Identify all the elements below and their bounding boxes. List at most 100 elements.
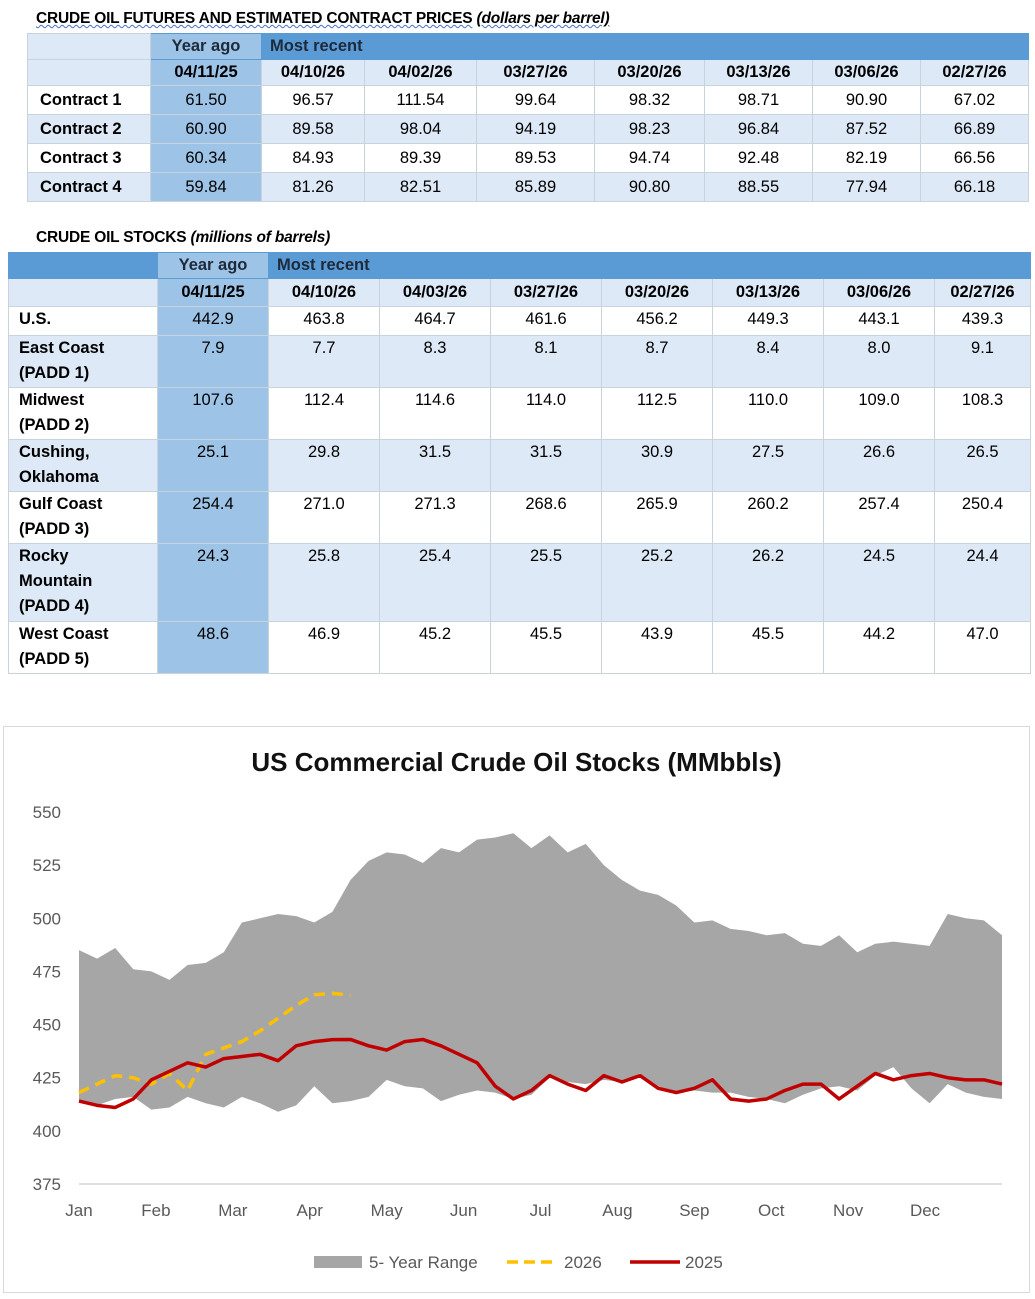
- table-cell: 66.89: [920, 114, 1029, 144]
- prices-date-header: 02/27/26: [920, 59, 1029, 86]
- table-row: Midwest (PADD 2) 107.6 112.4 114.6 114.0 112.5…: [8, 387, 1031, 440]
- table-cell: 442.9: [157, 306, 269, 336]
- prices-date-header: 04/02/26: [364, 59, 477, 86]
- table-row: Contract 1 61.50 96.57 111.54 99.64 98.32 98.7…: [27, 85, 1029, 115]
- row-label: Contract 3: [27, 143, 151, 173]
- row-label-line: East Coast: [19, 339, 105, 357]
- table-cell: 8.7: [601, 335, 713, 388]
- table-cell: 81.26: [261, 172, 365, 202]
- stocks-date-header: 04/11/25: [157, 278, 269, 307]
- table-cell: 112.5: [601, 387, 713, 440]
- table-cell: 464.7: [379, 306, 491, 336]
- y-tick-label: 450: [33, 1016, 61, 1035]
- table-cell: 8.4: [712, 335, 824, 388]
- table-cell: 87.52: [812, 114, 921, 144]
- table-cell: 88.55: [704, 172, 813, 202]
- x-tick-label: Jan: [65, 1201, 92, 1220]
- row-label: Contract 1: [27, 85, 151, 115]
- row-label-line: West Coast: [19, 625, 109, 643]
- x-tick-label: Nov: [833, 1201, 864, 1220]
- table-cell: 25.5: [490, 543, 602, 622]
- table-cell: 89.58: [261, 114, 365, 144]
- prices-date-header: 03/13/26: [704, 59, 813, 86]
- row-label: Contract 4: [27, 172, 151, 202]
- table-cell: 25.4: [379, 543, 491, 622]
- row-label: Midwest (PADD 2): [8, 387, 158, 440]
- table-cell: 27.5: [712, 439, 824, 492]
- prices-date-header: 04/10/26: [261, 59, 365, 86]
- table-cell: 8.3: [379, 335, 491, 388]
- table-cell: 26.5: [934, 439, 1031, 492]
- table-cell: 24.3: [157, 543, 269, 622]
- table-cell: 46.9: [268, 621, 380, 674]
- table-row: Cushing, Oklahoma 25.1 29.8 31.5 31.5 30.9 27.5…: [8, 439, 1031, 492]
- stocks-title-text: CRUDE OIL STOCKS: [36, 229, 187, 246]
- chart-canvas: 375 400 425 450 475 500 525 550 Jan Feb Mar Apr May J…: [33, 803, 1003, 1272]
- row-label: Gulf Coast (PADD 3): [8, 491, 158, 544]
- y-tick-label: 425: [33, 1069, 61, 1088]
- table-cell: 257.4: [823, 491, 935, 544]
- x-tick-label: Mar: [218, 1201, 248, 1220]
- table-cell: 31.5: [379, 439, 491, 492]
- legend-2025-label: 2025: [685, 1253, 723, 1272]
- table-cell: 25.1: [157, 439, 269, 492]
- prices-title: CRUDE OIL FUTURES AND ESTIMATED CONTRACT…: [36, 10, 610, 28]
- stocks-units: (millions of barrels): [190, 229, 331, 246]
- row-label: West Coast (PADD 5): [8, 621, 158, 674]
- prices-corner: [27, 33, 151, 60]
- stocks-table: Year ago Most recent 04/11/25 04/10/26 04/…: [8, 252, 1031, 674]
- table-cell: 96.84: [704, 114, 813, 144]
- table-cell: 24.5: [823, 543, 935, 622]
- row-label-line: (PADD 5): [19, 650, 90, 668]
- x-tick-label: Apr: [297, 1201, 324, 1220]
- table-cell: 114.0: [490, 387, 602, 440]
- x-tick-label: Aug: [602, 1201, 632, 1220]
- table-cell: 268.6: [490, 491, 602, 544]
- table-cell: 66.18: [920, 172, 1029, 202]
- table-row: Contract 3 60.34 84.93 89.39 89.53 94.74 92.48…: [27, 143, 1029, 173]
- table-cell: 7.9: [157, 335, 269, 388]
- table-cell: 82.19: [812, 143, 921, 173]
- legend-range-label: 5- Year Range: [369, 1253, 478, 1272]
- table-cell: 94.74: [594, 143, 705, 173]
- table-cell: 94.19: [476, 114, 595, 144]
- stocks-date-header: 04/10/26: [268, 278, 380, 307]
- y-tick-label: 375: [33, 1175, 61, 1194]
- row-label-line: Gulf Coast: [19, 495, 103, 513]
- table-cell: 61.50: [150, 85, 262, 115]
- table-cell: 9.1: [934, 335, 1031, 388]
- table-cell: 26.6: [823, 439, 935, 492]
- series-2025-line: [78, 1037, 1003, 1110]
- table-cell: 30.9: [601, 439, 713, 492]
- table-cell: 96.57: [261, 85, 365, 115]
- y-tick-label: 550: [33, 803, 61, 822]
- prices-date-header: 03/20/26: [594, 59, 705, 86]
- table-cell: 110.0: [712, 387, 824, 440]
- x-tick-label: Oct: [758, 1201, 785, 1220]
- table-cell: 90.80: [594, 172, 705, 202]
- table-cell: 26.2: [712, 543, 824, 622]
- table-cell: 109.0: [823, 387, 935, 440]
- table-cell: 29.8: [268, 439, 380, 492]
- table-cell: 60.34: [150, 143, 262, 173]
- table-cell: 98.32: [594, 85, 705, 115]
- prices-date-header: 03/27/26: [476, 59, 595, 86]
- table-cell: 84.93: [261, 143, 365, 173]
- stocks-most-recent-header: Most recent: [268, 252, 1031, 279]
- table-cell: 271.0: [268, 491, 380, 544]
- table-cell: 439.3: [934, 306, 1031, 336]
- row-label-line: (PADD 3): [19, 520, 90, 538]
- five-year-range-band: [79, 833, 1002, 1112]
- table-cell: 98.71: [704, 85, 813, 115]
- table-cell: 48.6: [157, 621, 269, 674]
- table-cell: 90.90: [812, 85, 921, 115]
- stocks-title: CRUDE OIL STOCKS (millions of barrels): [36, 229, 330, 247]
- series-2026-line: [78, 991, 351, 1095]
- table-row: Gulf Coast (PADD 3) 254.4 271.0 271.3 268.6 26…: [8, 491, 1031, 544]
- prices-units: (dollars per barrel): [476, 10, 610, 27]
- table-row: Contract 4 59.84 81.26 82.51 85.89 90.80 88.55…: [27, 172, 1029, 202]
- stocks-date-corner: [8, 278, 158, 307]
- table-cell: 99.64: [476, 85, 595, 115]
- table-cell: 60.90: [150, 114, 262, 144]
- table-cell: 25.8: [268, 543, 380, 622]
